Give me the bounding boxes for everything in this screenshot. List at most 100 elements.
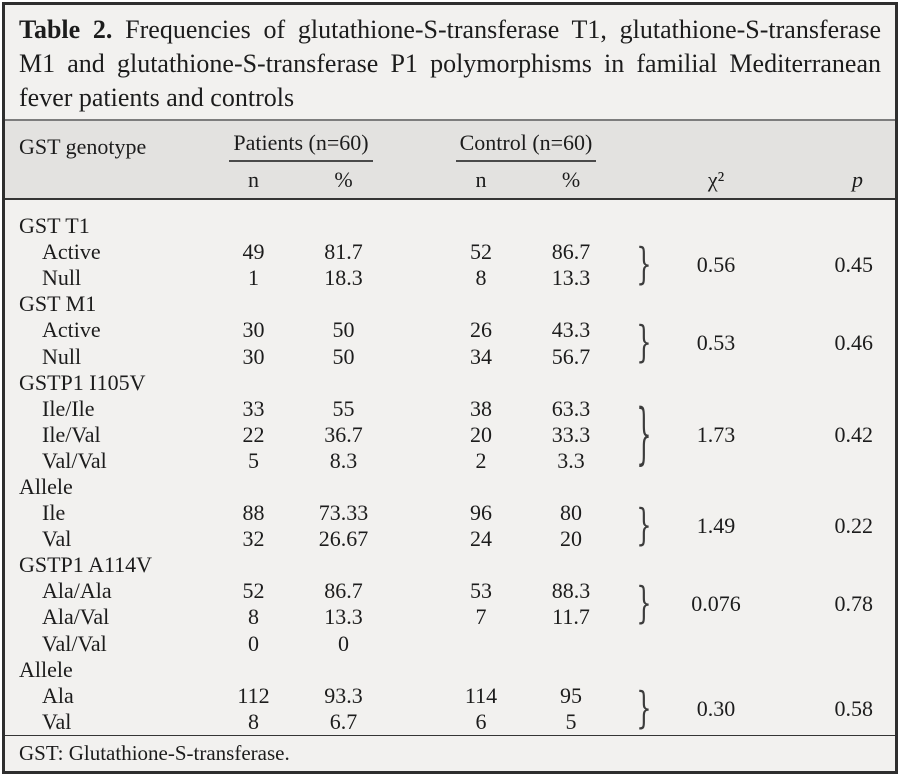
control-pct-value: 33.3 — [551, 421, 591, 447]
control-pct-value: 95 — [560, 682, 582, 708]
chi2-value: 0.076 — [691, 591, 741, 617]
p-value: 0.45 — [834, 252, 874, 278]
group-brace: } — [616, 578, 671, 630]
col-header-p-value: p — [852, 167, 863, 192]
patients-pct-value: 8.3 — [329, 447, 358, 473]
control-n-value: 38 — [470, 395, 492, 421]
row-label: Val/Val — [42, 447, 107, 473]
control-n-value: 34 — [470, 343, 492, 369]
control-pct-value: 80 — [560, 500, 582, 526]
patients-pct-value: 93.3 — [324, 682, 363, 708]
control-pct-value: 20 — [560, 526, 582, 552]
control-n-value: 7 — [475, 604, 487, 630]
patients-pct-value: 55 — [332, 395, 355, 421]
group-brace: } — [616, 500, 671, 552]
patients-n-value: 112 — [237, 682, 270, 708]
row-label: GST M1 — [19, 291, 97, 317]
row-label: Allele — [19, 656, 73, 682]
table-number-label: Table 2. — [19, 15, 113, 44]
row-label: Ile — [42, 500, 66, 526]
col-header-patients-n: n — [248, 167, 259, 192]
patients-n-value: 33 — [242, 395, 265, 421]
patients-n-value: 30 — [242, 317, 265, 343]
row-label: Val — [42, 526, 72, 552]
row-label: Allele — [19, 473, 73, 499]
patients-n-value: 32 — [242, 526, 265, 552]
curly-brace-icon: } — [635, 500, 652, 551]
chi2-value: 0.53 — [696, 330, 736, 356]
patients-n-value: 8 — [248, 604, 259, 630]
row-label: Val/Val — [42, 630, 107, 656]
table-caption: Table 2. Frequencies of glutathione-S-tr… — [5, 5, 895, 121]
patients-pct-value: 26.67 — [318, 526, 369, 552]
p-value: 0.42 — [834, 421, 874, 447]
p-value: 0.46 — [834, 330, 874, 356]
control-pct-value — [526, 631, 616, 657]
control-pct-value: 56.7 — [551, 343, 591, 369]
row-label: Active — [42, 239, 101, 265]
col-header-control: Control (n=60) — [436, 130, 616, 162]
patients-pct-value: 13.3 — [324, 604, 363, 630]
patients-n-value: 30 — [242, 343, 265, 369]
table-footnote: GST: Glutathione-S-transferase. — [5, 735, 895, 771]
patients-n-value: 52 — [242, 578, 265, 604]
curly-brace-icon: } — [635, 395, 652, 473]
patients-n-value: 5 — [248, 447, 259, 473]
patients-n-value: 88 — [242, 500, 265, 526]
control-pct-value: 11.7 — [552, 604, 590, 630]
control-n-value: 20 — [470, 421, 492, 447]
control-pct-value: 63.3 — [551, 395, 591, 421]
control-n-value: 96 — [470, 500, 492, 526]
chi2-value: 0.30 — [696, 695, 736, 721]
p-value: 0.78 — [834, 591, 874, 617]
patients-pct-value: 73.33 — [318, 500, 369, 526]
p-value: 0.22 — [834, 513, 874, 539]
row-label: GSTP1 I105V — [19, 369, 146, 395]
group-brace: } — [616, 317, 671, 369]
row-label: Ala/Val — [42, 604, 110, 630]
curly-brace-icon: } — [635, 683, 652, 734]
group-brace: } — [616, 239, 671, 291]
table-body: GST T1 Active 49 81.7 52 86.7 Null 1 18.3 8 13.3 GS… — [5, 200, 895, 735]
control-pct-value: 86.7 — [551, 239, 591, 265]
col-header-gst-genotype: GST genotype — [19, 134, 147, 159]
control-pct-value: 5 — [565, 708, 577, 734]
row-label: Ile/Ile — [42, 395, 95, 421]
curly-brace-icon: } — [635, 317, 652, 368]
patients-n-value: 49 — [242, 239, 265, 265]
patients-n-value: 1 — [248, 265, 259, 291]
row-label: GSTP1 A114V — [19, 552, 153, 578]
row-label: Val — [42, 708, 72, 734]
patients-pct-value: 81.7 — [324, 239, 363, 265]
col-header-chi-square: χ² — [707, 167, 725, 192]
col-header-patients-pct: % — [334, 167, 353, 192]
patients-pct-value: 86.7 — [324, 578, 363, 604]
table-header-band: GST genotype Patients (n=60) Control (n=… — [5, 121, 895, 200]
control-n-value: 6 — [475, 708, 487, 734]
patients-pct-value: 6.7 — [329, 708, 358, 734]
p-value: 0.58 — [834, 695, 874, 721]
patients-pct-value: 36.7 — [324, 421, 363, 447]
control-n-value: 24 — [470, 526, 492, 552]
col-header-control-n: n — [475, 167, 487, 192]
patients-pct-value: 0 — [338, 630, 349, 656]
col-header-patients-label: Patients (n=60) — [229, 130, 373, 162]
control-n-value — [436, 631, 526, 657]
row-label: Ile/Val — [42, 421, 101, 447]
control-n-value: 2 — [475, 447, 487, 473]
control-n-value: 26 — [470, 317, 492, 343]
patients-n-value: 0 — [248, 630, 259, 656]
control-pct-value: 88.3 — [551, 578, 591, 604]
patients-pct-value: 50 — [332, 343, 355, 369]
group-brace: } — [616, 396, 671, 474]
row-label: GST T1 — [19, 213, 90, 239]
control-n-value: 8 — [475, 265, 487, 291]
row-label: Ala/Ala — [42, 578, 112, 604]
control-pct-value: 3.3 — [557, 447, 585, 473]
col-header-patients: Patients (n=60) — [211, 130, 391, 162]
chi2-value: 0.56 — [696, 252, 736, 278]
patients-pct-value: 18.3 — [324, 265, 363, 291]
control-n-value: 114 — [464, 682, 498, 708]
chi2-value: 1.73 — [696, 421, 736, 447]
